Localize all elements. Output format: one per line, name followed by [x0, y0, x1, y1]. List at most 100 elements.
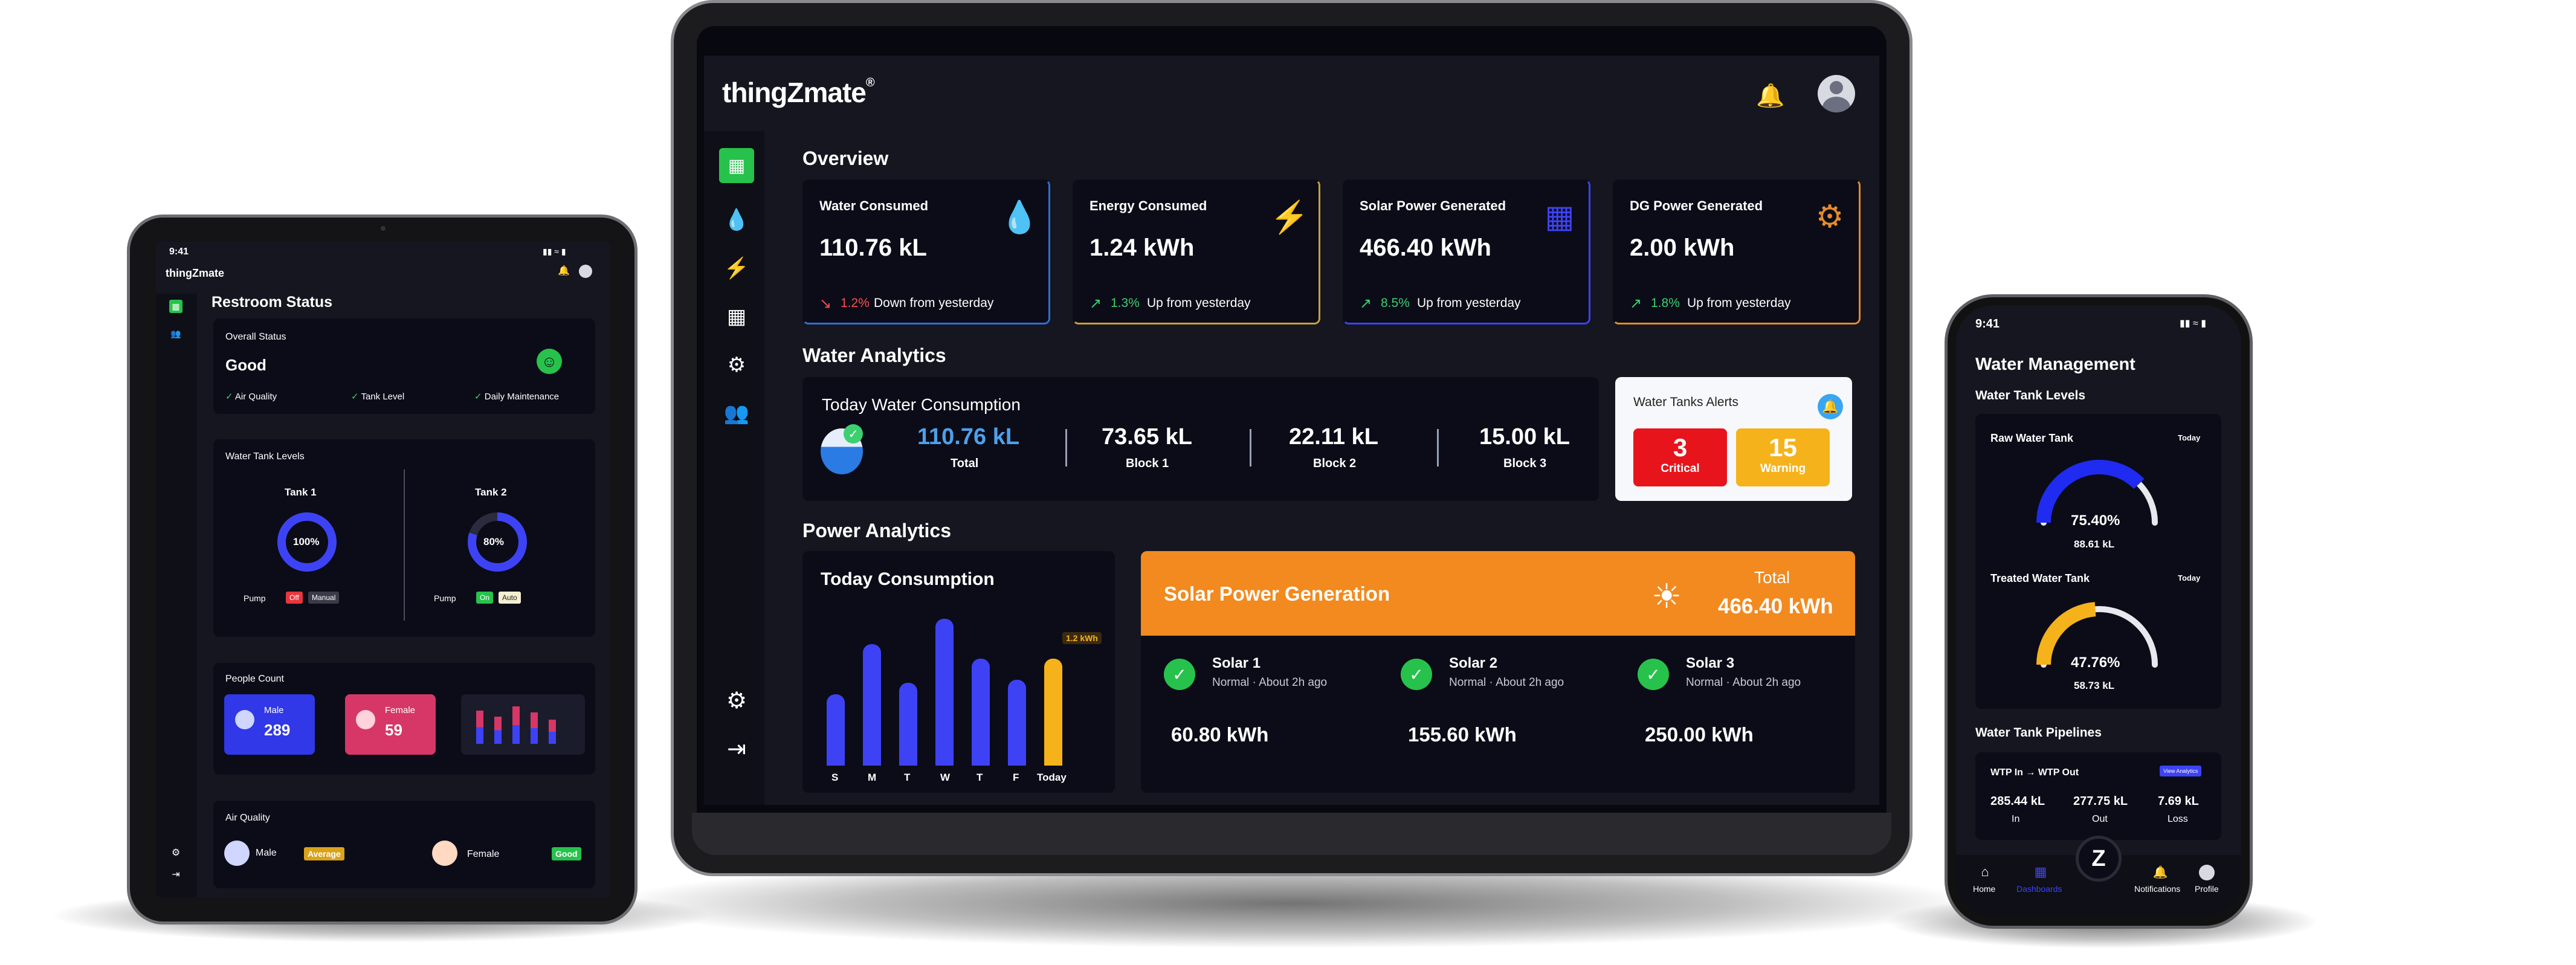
- nav-home[interactable]: Home: [1973, 884, 1996, 894]
- metric-card[interactable]: DG Power Generated 2.00 kWh ⚙ ↗ 1.8% Up from …: [1613, 179, 1861, 324]
- male-count-tile[interactable]: Male 289: [224, 694, 315, 755]
- air-female-status: Good: [552, 847, 581, 860]
- nav-profile[interactable]: Profile: [2195, 884, 2219, 894]
- solar-value: 250.00 kWh: [1645, 723, 1754, 746]
- people-mini-chart: [461, 694, 585, 755]
- raw-tank-name: Raw Water Tank: [1990, 432, 2074, 444]
- tank-pct: 100%: [293, 536, 320, 547]
- pump-mode[interactable]: Auto: [499, 592, 521, 604]
- treated-tank-name: Treated Water Tank: [1990, 572, 2090, 584]
- day-label: M: [868, 772, 877, 783]
- day-label: T: [904, 772, 911, 783]
- dashboards-icon[interactable]: ▦: [2034, 864, 2047, 879]
- check-circle-icon: ✓: [1164, 659, 1195, 690]
- profile-icon[interactable]: [2199, 865, 2215, 880]
- tablet-settings-icon[interactable]: ⚙: [171, 848, 181, 858]
- laptop-screen: thingZmate® 🔔 ▦ 💧 ⚡ ▦ ⚙ 👥 ⚙ ⇥ Overview W…: [704, 56, 1879, 805]
- treated-tank-value: 58.73 kL: [2074, 680, 2115, 691]
- consumption-chart: [827, 608, 1099, 766]
- metric-card[interactable]: Water Consumed 110.76 kL 💧 ↘ 1.2% Down from y…: [802, 179, 1050, 324]
- solar-status: Normal · About 2h ago: [1212, 676, 1328, 689]
- overall-status-card: Overall Status Good ☺ ✓ Air Quality ✓ Ta…: [213, 318, 595, 414]
- metric-pct: 1.8%: [1651, 296, 1680, 310]
- treated-tank-gauge: [2036, 602, 2158, 668]
- pipeline-card[interactable]: WTP In → WTP Out View Analytics 285.44 k…: [1975, 752, 2221, 840]
- pump-toggle[interactable]: On: [476, 592, 494, 604]
- tablet-tank-levels-title: Water Tank Levels: [225, 451, 305, 462]
- water-value: 22.11 kL: [1289, 424, 1378, 450]
- metric-card[interactable]: Energy Consumed 1.24 kWh ⚡ ↗ 1.3% Up from yes…: [1073, 179, 1320, 324]
- logout-icon[interactable]: ⇥: [727, 736, 746, 762]
- check-air: ✓ Air Quality: [225, 392, 277, 402]
- water-value: 73.65 kL: [1102, 424, 1192, 450]
- trend-up-icon: ↗: [1089, 295, 1102, 312]
- consumption-bar: [827, 694, 845, 766]
- warning-badge[interactable]: 15 Warning: [1736, 428, 1830, 486]
- pump-mode[interactable]: Manual: [308, 592, 340, 604]
- treated-tank-pct: 47.76%: [2071, 654, 2120, 671]
- consumption-bar: [1044, 659, 1062, 766]
- tank-name: Tank 2: [475, 486, 507, 498]
- today-water-card[interactable]: Today Water Consumption ✓ 110.76 kL Total…: [802, 377, 1599, 501]
- view-analytics-badge[interactable]: View Analytics: [2160, 766, 2202, 776]
- tank-alerts-card[interactable]: Water Tanks Alerts 🔔 3 Critical 15 Warni…: [1615, 377, 1852, 501]
- critical-badge[interactable]: 3 Critical: [1633, 428, 1727, 486]
- consumption-bar: [1008, 680, 1026, 766]
- sidebar: ▦ 💧 ⚡ ▦ ⚙ 👥 ⚙ ⇥: [704, 131, 764, 805]
- pump-toggle[interactable]: Off: [286, 592, 303, 604]
- water-drop-icon[interactable]: 💧: [723, 208, 750, 231]
- avatar[interactable]: [1818, 75, 1855, 112]
- water-divider: [1250, 429, 1251, 466]
- tablet-status-icons: ▮▮ ≈ ▮: [543, 247, 566, 256]
- female-count-tile[interactable]: Female 59: [345, 694, 436, 755]
- tablet-brand[interactable]: thingZmate: [166, 267, 224, 279]
- tablet-users-icon[interactable]: 👥: [170, 328, 181, 338]
- tablet-avatar[interactable]: [579, 265, 592, 278]
- center-logo-button[interactable]: Z: [2076, 836, 2122, 882]
- alert-bell-icon[interactable]: 🔔: [1818, 394, 1843, 419]
- consumption-bar: [935, 619, 954, 766]
- tablet-logout-icon[interactable]: ⇥: [172, 870, 180, 880]
- metric-value: 1.24 kWh: [1089, 234, 1195, 261]
- solar-status: Normal · About 2h ago: [1686, 676, 1801, 689]
- female-avatar-icon: [356, 710, 375, 729]
- metric-pct: 1.3%: [1111, 296, 1140, 310]
- metric-label: DG Power Generated: [1630, 198, 1763, 213]
- tablet-screen: 9:41 ▮▮ ≈ ▮ thingZmate 🔔 ▦ 👥 ⚙ ⇥ Restroo…: [156, 242, 610, 897]
- tablet-bell-icon[interactable]: 🔔: [558, 266, 570, 276]
- brand-logo[interactable]: thingZmate®: [722, 76, 875, 108]
- metric-value: 466.40 kWh: [1360, 234, 1491, 261]
- nav-notifications[interactable]: Notifications: [2134, 884, 2181, 894]
- tablet-sidebar: ▦ 👥 ⚙ ⇥: [156, 294, 197, 897]
- male-avatar-icon: [235, 710, 254, 729]
- solar-total-value: 466.40 kWh: [1718, 595, 1833, 618]
- air-quality-title: Air Quality: [225, 813, 270, 823]
- pump-label: Pump: [244, 593, 266, 603]
- metric-card[interactable]: Solar Power Generated 466.40 kWh ▦ ↗ 8.5% Up …: [1343, 179, 1590, 324]
- users-icon[interactable]: 👥: [723, 402, 750, 425]
- raw-tank-value: 88.61 kL: [2074, 538, 2115, 550]
- trend-up-icon: ↗: [1360, 295, 1372, 312]
- notifications-icon[interactable]: 🔔: [2152, 865, 2168, 879]
- metric-label: Water Consumed: [819, 198, 929, 213]
- tablet-grid-icon[interactable]: ▦: [169, 300, 182, 313]
- pump-label: Pump: [434, 593, 456, 603]
- metric-value: 110.76 kL: [819, 234, 927, 261]
- solar-icon[interactable]: ▦: [726, 305, 747, 328]
- raw-tank-when: Today: [2178, 433, 2201, 442]
- people-count-card: People Count Male 289 Female 59: [213, 663, 595, 775]
- solar-total-label: Total: [1754, 568, 1790, 587]
- tablet-tank-levels-card: Water Tank Levels Tank 1 100% Pump Off Manua…: [213, 439, 595, 637]
- day-label: T: [976, 772, 983, 783]
- nav-dashboards[interactable]: Dashboards: [2016, 884, 2062, 894]
- energy-icon[interactable]: ⚡: [723, 257, 750, 280]
- generator-icon[interactable]: ⚙: [727, 353, 746, 376]
- consumption-bar: [863, 644, 881, 766]
- bell-icon[interactable]: 🔔: [1756, 83, 1785, 109]
- today-consumption-card: Today Consumption S M T W T F Today 1.2 kWh: [802, 551, 1115, 793]
- settings-icon[interactable]: ⚙: [726, 688, 747, 714]
- tank-divider: [404, 470, 405, 621]
- dashboard-grid-icon[interactable]: ▦: [719, 148, 754, 183]
- pipelines-title: Water Tank Pipelines: [1975, 726, 2102, 740]
- home-icon[interactable]: ⌂: [1981, 864, 1989, 879]
